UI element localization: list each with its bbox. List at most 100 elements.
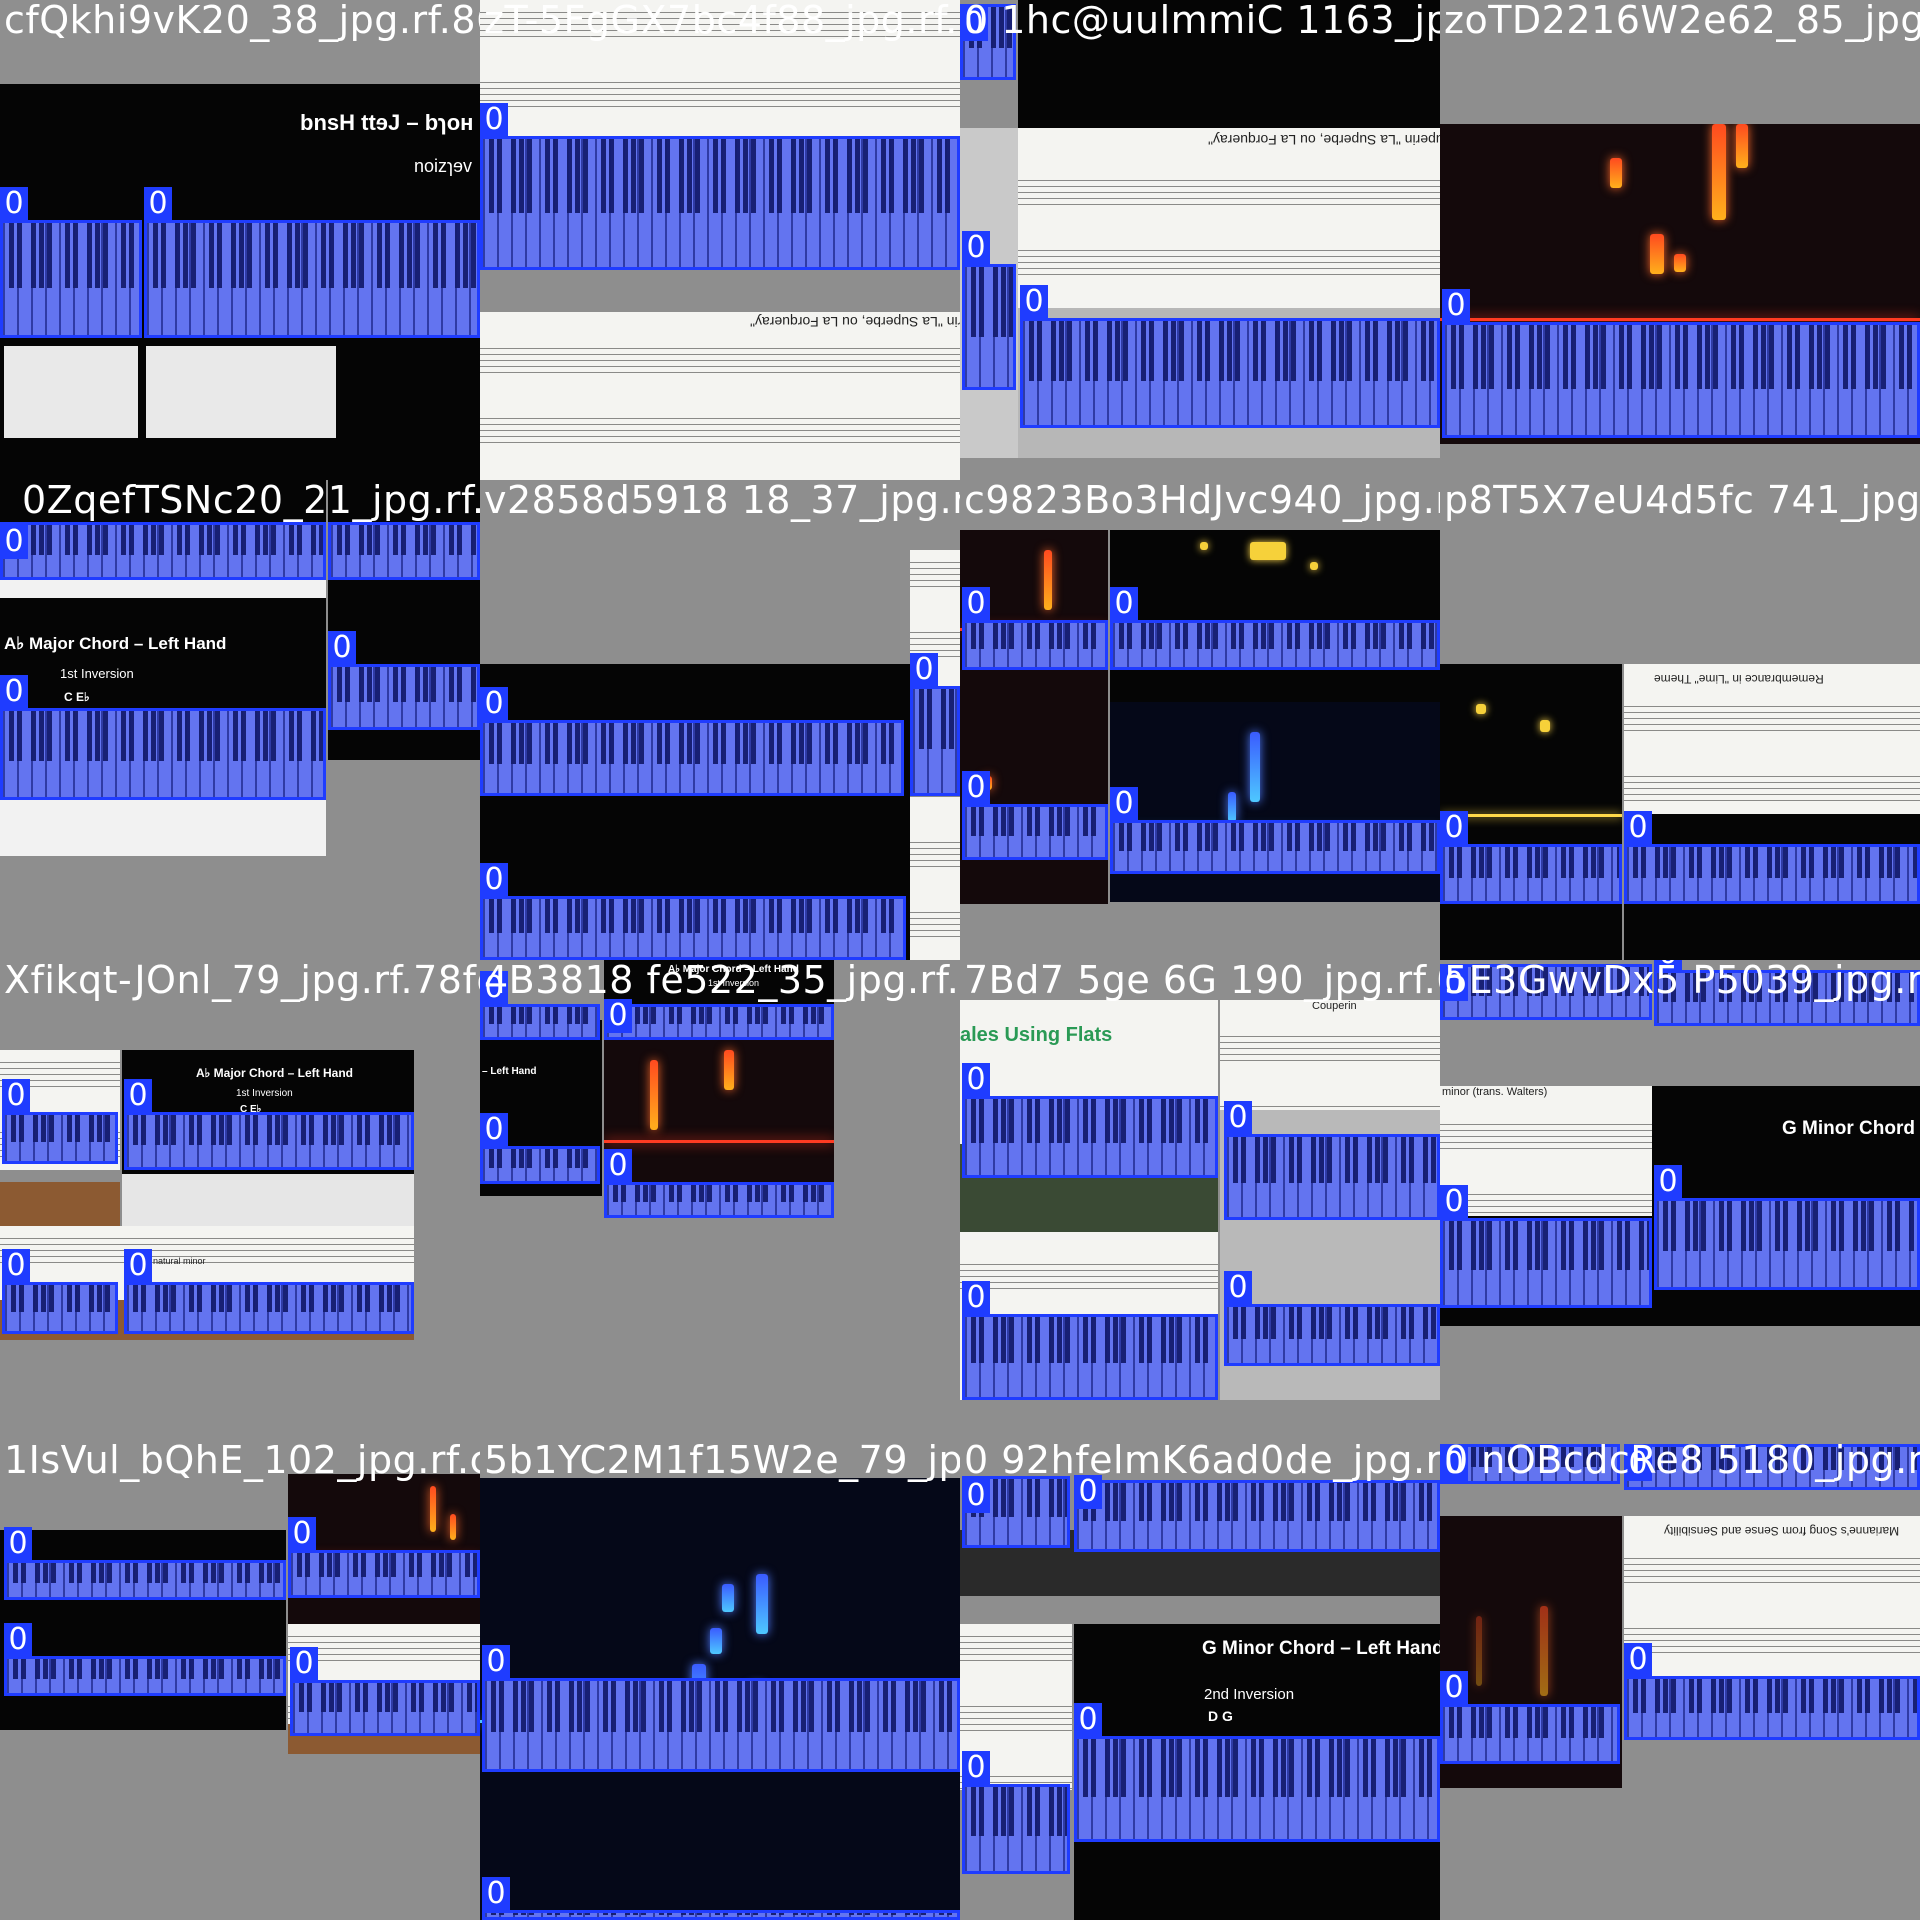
piano-box: 0 [1110,587,1440,670]
piano-box: 0 [480,103,960,270]
piano-box-label: 0 [962,1281,990,1315]
tile-12-caption-title: G Minor Chord – [1782,1118,1920,1139]
tile-10-caption-inversion: 1st Inversion [708,978,760,988]
tile-15-title: 0 92hfelmK6ad0de_jpg.rf.16 [964,1440,1440,1482]
tile-2-sheet-top [480,0,960,140]
tile-15-caption-inversion: 2nd Inversion [1204,1686,1295,1703]
tile-11: ales Using Flats Couperin 0 0 0 0 7Bd7 5… [960,960,1440,1440]
tile-4-falling-note [1650,234,1664,274]
piano-box: 0 [0,522,326,580]
piano-box-label: 0 [1654,1165,1682,1199]
tile-6: 0 0 0 v2858d5918 18_37_jpg.rf.55 [480,480,960,960]
piano-box: 0 [480,687,904,796]
piano-box-label: 0 [1224,1101,1252,1135]
piano-box: 0 [962,771,1108,860]
tile-1-gray-band [0,0,480,84]
tile-4-falling-note [1674,254,1686,272]
tile-1-white-key-closeup-left [4,346,138,438]
tile-11-caption-title: ales Using Flats [960,1024,1113,1046]
piano-box-label: 0 [962,1063,990,1097]
piano-box-label: 0 [1624,811,1652,845]
tile-5-white-band-bottom [0,800,326,856]
piano-box: 0 [1110,787,1440,874]
tile-15-sheet [960,1624,1072,1790]
tile-3-title: 0 1hc@uulmmiC 1163_jpg.rf.18b [964,0,1440,42]
tile-11-sheet-right: Couperin [1220,1000,1440,1110]
tile-5-white-band [0,580,326,598]
piano-box: 0 [1440,1185,1652,1308]
piano-box-label: 0 [962,1479,990,1513]
tile-13-falling-note [430,1486,436,1532]
tile-2: Couperin "La Superbe, ou La Forqueray" 0… [480,0,960,480]
tile-15-caption-title: G Minor Chord – Left Hand [1202,1638,1440,1659]
piano-box: 0 [328,631,480,730]
piano-box-label: 0 [480,863,508,897]
piano-box-label: 0 [962,231,990,265]
piano-box: 0 [124,1079,414,1170]
tile-7-title: c9823Bo3HdJvc940_jpg.rf.f15 [964,480,1440,522]
piano-box-label: 0 [124,1079,152,1113]
piano-box-label: 0 [1440,1671,1468,1705]
piano-box-label: 0 [1110,787,1138,821]
tile-8-falling-note [1540,720,1550,732]
tile-5-title: 0ZqefTSNc20_21_jpg.rf.553c7858d5918 18_3… [22,480,480,522]
tile-7: 0 0 0 0 c9823Bo3HdJvc940_jpg.rf.f15 [960,480,1440,960]
piano-box: 0 [0,187,142,338]
piano-box: 0 [604,1149,834,1218]
tile-8-falling-note [1476,704,1486,714]
tile-12-staff-lines [1440,1112,1652,1216]
piano-box: 0 [4,1527,286,1600]
tile-8-glow-line [1440,814,1622,817]
tile-7-falling-note [1044,550,1052,610]
piano-box-label: 0 [0,187,28,221]
piano-box: 0 [1074,1703,1440,1842]
tile-3-video-top [1018,0,1440,128]
tile-15-caption-notes: D G [1208,1708,1233,1724]
piano-box: 0 [482,1877,960,1920]
tile-9-caption-title: A♭ Major Chord – Left Hand [196,1066,353,1080]
tile-10-falling-note [724,1050,734,1090]
tile-7-falling-note [1310,562,1318,570]
tile-13: 0 0 0 0 1IsVul_bQhE_102_jpg.rf.cd5 [0,1440,480,1920]
piano-box-label: 0 [604,999,632,1033]
tile-8-staff-lines [1624,694,1920,814]
piano-box-label: 0 [480,103,508,137]
piano-box: 0 [1624,1444,1920,1490]
tile-4-falling-note [1712,124,1726,220]
piano-box [328,522,480,580]
tile-12-title: 5E3GwvDx5 P5039_jpg.rf.1 [1444,960,1920,1002]
piano-box: 0 [480,971,600,1040]
piano-box-label: 0 [1440,1185,1468,1219]
tile-4: 0 zoTD2216W2e62_85_jpg.rf.1a [1440,0,1920,480]
tile-2-staff-lines-top [480,0,960,140]
piano-box: 0 [910,653,960,796]
piano-box-label: 0 [1654,960,1682,971]
tile-9-caption-scale: C natural minor [144,1256,206,1266]
tile-2-staff-lines-bottom [480,336,960,480]
tile-8-title: p8T5X7eU4d5fc 741_jpg.rf.81 [1444,480,1920,522]
piano-box-label: 0 [288,1517,316,1551]
tile-3-staff-lines [1018,168,1440,308]
tile-9-caption-notes: C E♭ [240,1104,262,1115]
piano-box-label: 0 [1110,587,1138,621]
piano-box-label: 0 [1624,1447,1652,1481]
piano-box: 0 [1020,285,1440,428]
piano-box: 0 [962,1751,1070,1874]
piano-box: 0 [0,675,326,800]
tile-9-white-band [122,1174,414,1226]
tile-8: Remembrance in "Lime" Theme 0 0 p8T5X7eU… [1440,480,1920,960]
tile-1-caption-sub: noizɿɘv [414,156,473,176]
piano-box-label: 0 [1074,1475,1102,1509]
piano-box-label: 0 [910,653,938,687]
tile-6-title: v2858d5918 18_37_jpg.rf.55 [484,480,960,522]
piano-box-label: 0 [328,631,356,665]
tile-7-falling-note [1250,732,1260,802]
piano-box-label: 0 [480,971,508,1005]
piano-box: 0 [290,1647,480,1736]
piano-box: 0 [1440,811,1622,904]
piano-box: 0 [604,999,834,1040]
piano-box: 0 [4,1623,286,1696]
piano-box: 0 [1624,1643,1920,1740]
tile-5-caption-notes: C E♭ [64,690,90,704]
tile-10-falling-note [650,1060,658,1130]
